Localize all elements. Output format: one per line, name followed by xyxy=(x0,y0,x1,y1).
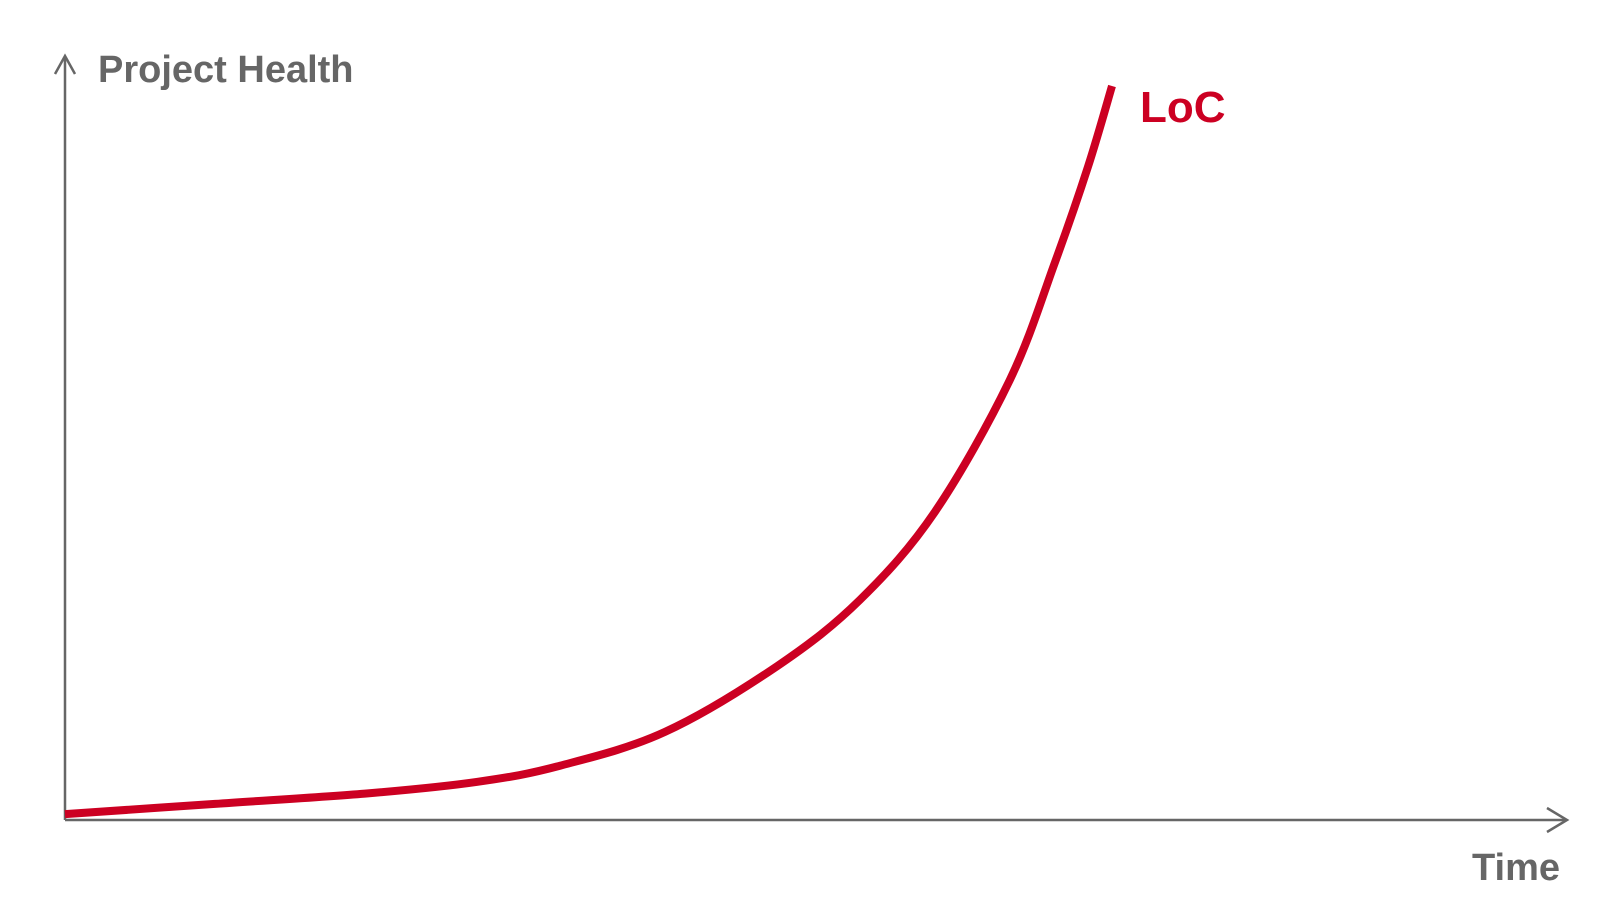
x-axis-arrow-icon xyxy=(1546,806,1570,834)
series-line-loc xyxy=(64,84,1116,819)
y-axis-arrow-icon xyxy=(53,53,77,75)
x-axis-label: Time xyxy=(1472,847,1560,889)
y-axis-label: Project Health xyxy=(98,49,354,91)
series-label-loc: LoC xyxy=(1140,83,1226,132)
